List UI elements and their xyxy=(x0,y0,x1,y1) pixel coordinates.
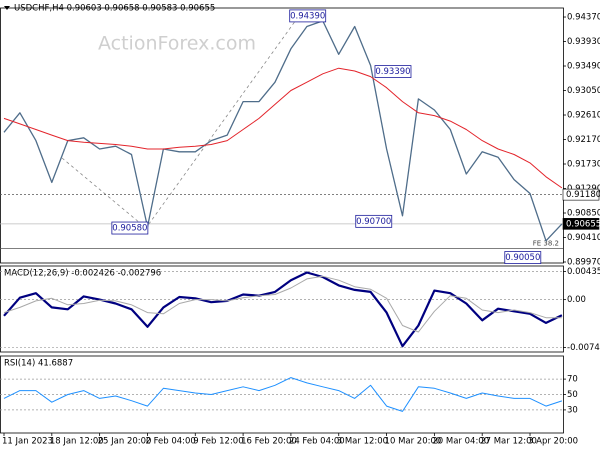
series-line xyxy=(3,67,563,189)
y-tick-label: 0.94370 xyxy=(567,13,600,23)
series-line xyxy=(3,377,563,412)
series-line xyxy=(3,275,562,333)
x-tick-label: 10 Mar 20:00 xyxy=(385,437,442,447)
annotation-box xyxy=(111,221,149,235)
y-tick-label: 30 xyxy=(567,405,578,415)
annotation-label: 0.94390 xyxy=(290,11,325,21)
x-tick-label: 11 Jan 2023 xyxy=(2,437,53,447)
panel-frame xyxy=(0,7,564,264)
y-tick-label: 0.89970 xyxy=(567,257,600,267)
annotation-label: 0.90700 xyxy=(356,217,391,227)
axis-price-label: 0.91180 xyxy=(566,190,600,200)
x-tick-label: 20 Mar 04:00 xyxy=(432,437,489,447)
x-tick-label: 3 Mar 12:00 xyxy=(337,437,388,447)
x-tick-label: 24 Feb 04:00 xyxy=(289,437,345,447)
y-tick-label: 0.00 xyxy=(567,295,586,305)
annotation-box xyxy=(289,9,327,23)
axis-price-label: 0.90655 xyxy=(566,219,600,229)
y-tick-label: 0.92610 xyxy=(567,111,600,121)
series-line xyxy=(3,271,563,348)
x-tick-label: 2 Feb 04:00 xyxy=(145,437,195,447)
panel-title: MACD(12,26,9) -0.002426 -0.002796 xyxy=(4,269,161,279)
axis-price-box xyxy=(562,218,600,230)
y-tick-label: 0.92170 xyxy=(567,135,600,145)
x-tick-label: 18 Jan 12:00 xyxy=(50,437,104,447)
y-tick-label: 0.90850 xyxy=(567,209,600,219)
x-tick-label: 27 Mar 12:00 xyxy=(480,437,537,447)
y-tick-label: 0.004354 xyxy=(567,267,600,277)
y-tick-label: -0.007417 xyxy=(567,343,600,353)
panel-frame xyxy=(0,265,564,353)
x-tick-label: 25 Jan 20:00 xyxy=(98,437,152,447)
watermark: ActionForex.com xyxy=(98,33,256,55)
x-tick-label: 16 Feb 20:00 xyxy=(241,437,297,447)
annotation-box xyxy=(504,251,542,264)
level-label: FE 38.2 xyxy=(533,239,559,247)
y-tick-label: 0.93490 xyxy=(567,62,600,72)
chart-title: USDCHF,H4 0.90603 0.90658 0.90583 0.9065… xyxy=(14,4,215,14)
annotation-label: 0.93390 xyxy=(375,67,410,77)
annotation-label: 0.90580 xyxy=(112,224,147,234)
y-tick-label: 0.91730 xyxy=(567,160,600,170)
series-line xyxy=(3,20,563,242)
y-tick-label: 0.93930 xyxy=(567,37,600,47)
annotation-box xyxy=(355,214,393,228)
annotation-label: 0.90050 xyxy=(505,253,540,263)
x-tick-label: 3 Apr 20:00 xyxy=(528,437,578,447)
panel-title: RSI(14) 41.6887 xyxy=(4,359,73,369)
axis-price-box xyxy=(562,188,600,201)
annotation-box xyxy=(374,65,412,78)
x-tick-label: 9 Feb 12:00 xyxy=(193,437,243,447)
y-tick-label: 0.93050 xyxy=(567,86,600,96)
y-tick-label: 70 xyxy=(567,375,578,385)
y-tick-label: 0.90410 xyxy=(567,233,600,243)
y-tick-label: 50 xyxy=(567,390,578,400)
